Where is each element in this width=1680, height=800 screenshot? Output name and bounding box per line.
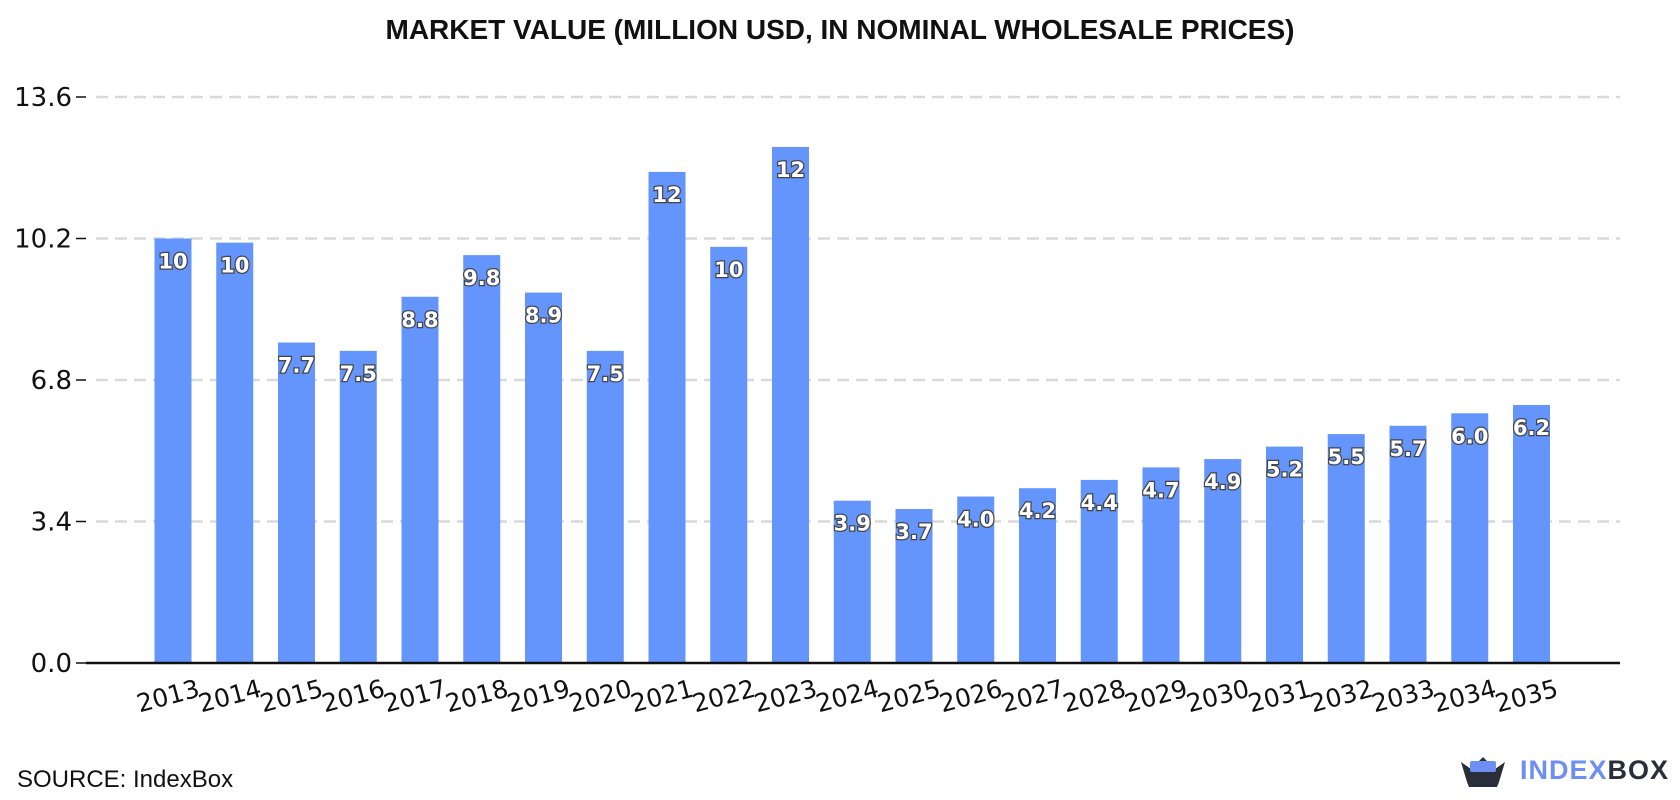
x-tick-label: 2019 — [504, 674, 573, 718]
bar-2034 — [1451, 413, 1489, 663]
bar-2016 — [339, 350, 377, 663]
data-label-2019: 8.9 — [525, 304, 562, 328]
data-label-2033: 5.7 — [1389, 437, 1426, 461]
x-tick-label: 2034 — [1430, 674, 1499, 718]
x-tick-label: 2014 — [195, 674, 264, 718]
data-label-2035: 6.2 — [1513, 416, 1550, 440]
source-note: SOURCE: IndexBox — [17, 766, 234, 793]
bar-2015 — [278, 342, 315, 663]
x-tick-label: 2018 — [442, 674, 511, 718]
bar-2023 — [772, 146, 809, 664]
bar-2017 — [401, 296, 439, 663]
x-tick-label: 2017 — [381, 674, 450, 718]
y-tick-label: 6.8 — [31, 366, 72, 396]
data-label-2030: 4.9 — [1204, 470, 1241, 494]
x-tick-label: 2015 — [257, 674, 326, 718]
data-label-2032: 5.5 — [1328, 445, 1365, 469]
y-tick-label: 10.2 — [14, 225, 72, 255]
logo-text-box: BOX — [1607, 754, 1670, 785]
bar-2026 — [957, 496, 995, 663]
x-tick-label: 2024 — [813, 674, 882, 718]
data-label-2028: 4.4 — [1081, 491, 1118, 515]
y-tick-label: 3.4 — [31, 508, 72, 538]
bar-2027 — [1019, 488, 1056, 663]
bar-2025 — [895, 509, 933, 663]
x-tick-label: 2021 — [628, 674, 697, 718]
logo-text: INDEXBOX — [1520, 755, 1669, 786]
x-tick-label: 2026 — [936, 674, 1005, 718]
bar-2032 — [1327, 434, 1365, 663]
x-tick-label: 2020 — [566, 674, 635, 718]
x-tick-label: 2032 — [1307, 674, 1376, 718]
axes: 0.03.46.810.213.620132014201520162017201… — [14, 83, 1620, 718]
bar-2020 — [586, 350, 624, 663]
y-tick-label: 0.0 — [31, 649, 72, 679]
data-label-2013: 10 — [158, 250, 187, 274]
chart-title: MARKET VALUE (MILLION USD, IN NOMINAL WH… — [385, 14, 1295, 45]
data-label-2034: 6.0 — [1451, 424, 1488, 448]
y-tick-label: 13.6 — [14, 83, 72, 113]
data-label-2025: 3.7 — [895, 520, 932, 544]
crown-icon — [1461, 757, 1505, 787]
bar-2019 — [525, 292, 562, 663]
data-label-2022: 10 — [714, 258, 743, 282]
data-label-2021: 12 — [652, 183, 681, 207]
logo-text-index: INDEX — [1520, 754, 1608, 785]
x-tick-label: 2028 — [1060, 674, 1129, 718]
data-label-2017: 8.8 — [401, 308, 438, 332]
x-tick-label: 2023 — [751, 674, 820, 718]
data-labels: 10 10 7.7 7.5 8.8 9.8 8.9 7.5 12 10 12 3.9 3.7 4.0 4.2… — [157, 157, 1551, 546]
bar-2018 — [463, 255, 501, 663]
data-label-2027: 4.2 — [1019, 499, 1056, 523]
bar-2024 — [833, 500, 871, 663]
data-label-2026: 4.0 — [957, 508, 994, 532]
data-label-2015: 7.7 — [278, 354, 315, 378]
bar-2033 — [1389, 425, 1427, 663]
bars — [154, 146, 1550, 664]
bar-2021 — [648, 171, 686, 664]
data-label-2020: 7.5 — [587, 362, 624, 386]
bar-2014 — [216, 242, 254, 664]
x-tick-label: 2029 — [1122, 674, 1191, 718]
bar-2035 — [1513, 404, 1550, 663]
bar-2031 — [1266, 446, 1303, 663]
x-tick-label: 2016 — [319, 674, 388, 718]
x-tick-label: 2013 — [134, 674, 203, 718]
x-tick-label: 2035 — [1492, 674, 1561, 718]
x-tick-label: 2027 — [998, 674, 1067, 718]
bar-2028 — [1080, 479, 1118, 663]
data-label-2014: 10 — [220, 254, 249, 278]
x-tick-label: 2033 — [1369, 674, 1438, 718]
x-tick-label: 2022 — [689, 674, 758, 718]
data-label-2024: 3.9 — [834, 512, 871, 536]
x-tick-label: 2031 — [1245, 674, 1314, 718]
data-label-2023: 12 — [776, 158, 805, 182]
data-label-2016: 7.5 — [340, 362, 377, 386]
x-tick-label: 2030 — [1183, 674, 1252, 718]
data-label-2018: 9.8 — [463, 266, 500, 290]
data-label-2029: 4.7 — [1142, 478, 1179, 502]
bar-2013 — [154, 238, 192, 663]
bar-2030 — [1204, 459, 1242, 663]
indexbox-logo: INDEXBOX — [1458, 752, 1669, 788]
bar-2022 — [710, 246, 748, 663]
bar-2029 — [1142, 467, 1180, 663]
x-tick-label: 2025 — [875, 674, 944, 718]
data-label-2031: 5.2 — [1266, 458, 1303, 482]
